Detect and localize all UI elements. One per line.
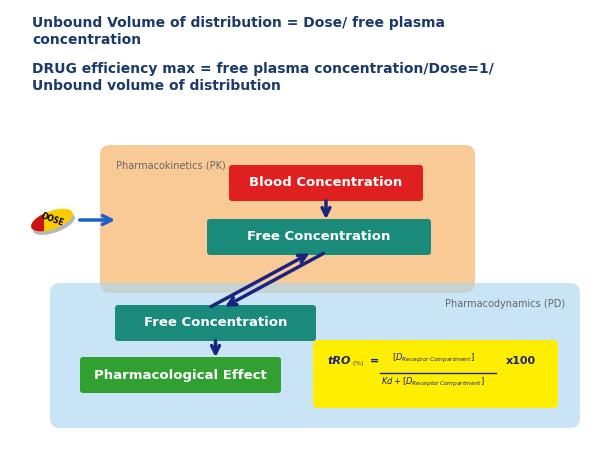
Text: Pharmacological Effect: Pharmacological Effect: [94, 369, 267, 382]
FancyBboxPatch shape: [100, 145, 475, 293]
Text: DOSE: DOSE: [40, 212, 65, 228]
FancyBboxPatch shape: [229, 165, 423, 201]
Ellipse shape: [31, 209, 73, 231]
Text: Free Concentration: Free Concentration: [144, 317, 287, 330]
FancyBboxPatch shape: [313, 340, 558, 408]
Text: concentration: concentration: [32, 33, 141, 47]
Ellipse shape: [31, 209, 73, 231]
Text: Free Concentration: Free Concentration: [247, 230, 391, 243]
Text: =: =: [370, 356, 379, 366]
Text: Unbound Volume of distribution = Dose/ free plasma: Unbound Volume of distribution = Dose/ f…: [32, 16, 445, 30]
Text: $[D_{Receptor\,Compartment}]$: $[D_{Receptor\,Compartment}]$: [392, 352, 475, 365]
FancyBboxPatch shape: [207, 219, 431, 255]
FancyBboxPatch shape: [80, 357, 281, 393]
Text: x100: x100: [506, 356, 536, 366]
Text: $_{(\%)}$: $_{(\%)}$: [352, 360, 365, 370]
Text: $Kd + [D_{Receptor\,Compartment}]$: $Kd + [D_{Receptor\,Compartment}]$: [381, 376, 485, 389]
FancyBboxPatch shape: [115, 305, 316, 341]
Text: Pharmacokinetics (PK): Pharmacokinetics (PK): [116, 161, 226, 171]
Text: Pharmacodynamics (PD): Pharmacodynamics (PD): [445, 299, 565, 309]
Ellipse shape: [33, 213, 75, 235]
Text: Blood Concentration: Blood Concentration: [250, 176, 403, 189]
FancyBboxPatch shape: [50, 283, 580, 428]
Text: tRO: tRO: [328, 356, 352, 366]
Text: DRUG efficiency max = free plasma concentration/Dose=1/: DRUG efficiency max = free plasma concen…: [32, 62, 494, 76]
Text: Unbound volume of distribution: Unbound volume of distribution: [32, 79, 281, 93]
